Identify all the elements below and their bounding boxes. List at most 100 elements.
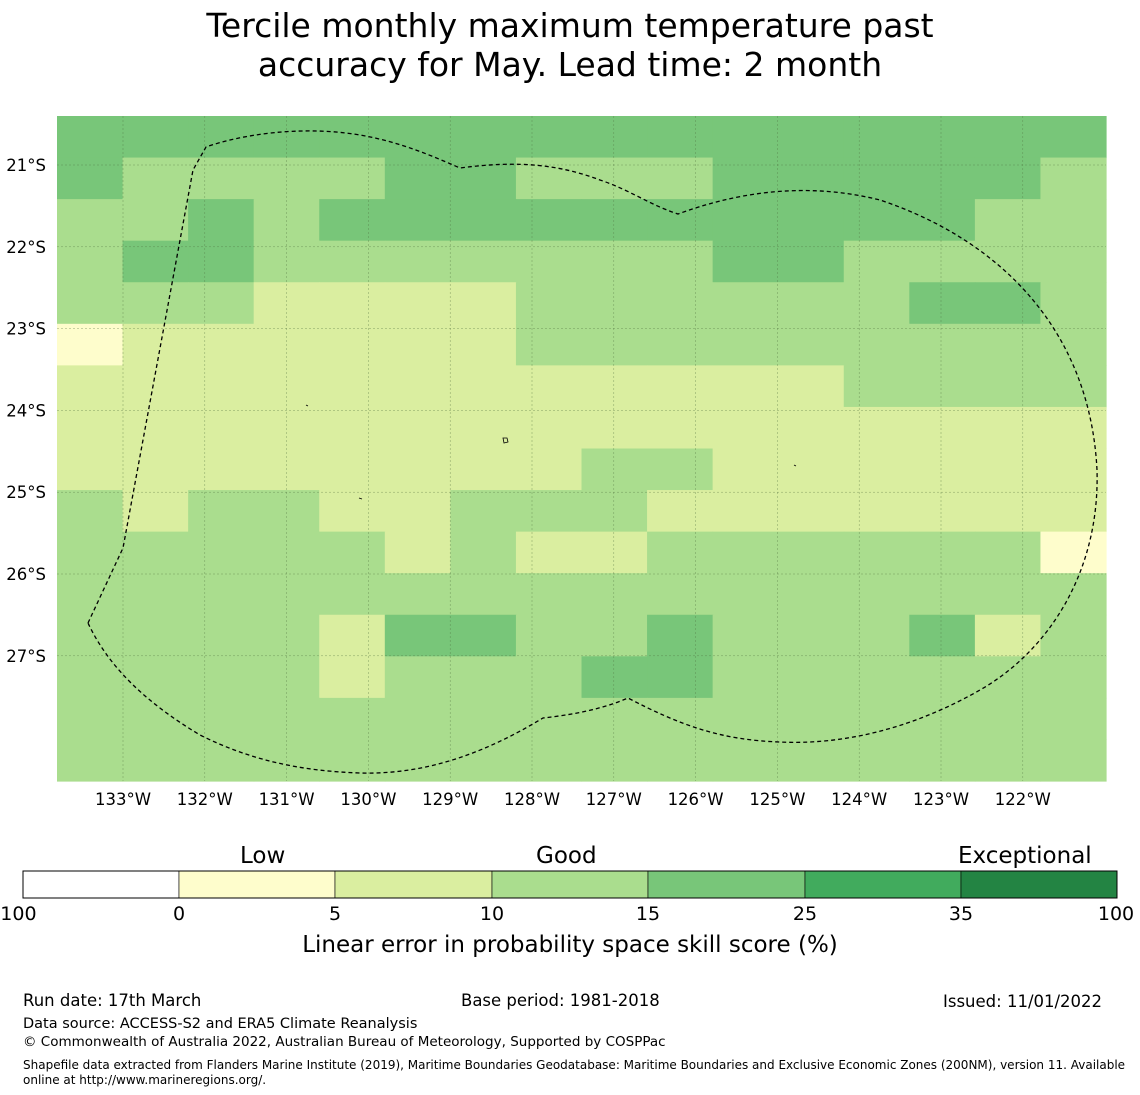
grid-cell	[1040, 697, 1107, 741]
grid-cell	[319, 656, 386, 699]
grid-cell	[843, 240, 910, 283]
grid-cell	[450, 240, 517, 283]
latitude-label: 26°S	[6, 565, 46, 584]
grid-cell	[647, 614, 714, 657]
longitude-label: 129°W	[422, 790, 478, 809]
longitude-label: 132°W	[177, 790, 233, 809]
grid-cell	[581, 157, 648, 200]
grid-cell	[712, 614, 779, 657]
grid-cell	[909, 157, 976, 200]
grid-cell	[647, 323, 714, 366]
grid-cell	[647, 365, 714, 408]
colorbar-segment	[804, 870, 962, 899]
grid-cell	[581, 697, 648, 741]
grid-cell	[515, 614, 583, 657]
shapefile-credit-line-1: Shapefile data extracted from Flanders M…	[23, 1058, 1126, 1072]
grid-cell	[974, 116, 1042, 159]
grid-cell	[1040, 323, 1107, 366]
grid-cell	[909, 656, 976, 699]
grid-cell	[909, 282, 976, 325]
grid-cell	[122, 490, 189, 533]
issued-date: Issued: 11/01/2022	[943, 992, 1103, 1011]
grid-cell	[1040, 365, 1107, 408]
grid-cell	[843, 157, 910, 200]
grid-cell	[1040, 573, 1107, 616]
longitude-label: 133°W	[95, 790, 151, 809]
grid-cell	[909, 199, 976, 242]
grid-cell	[515, 365, 583, 408]
run-date: Run date: 17th March	[23, 991, 202, 1010]
shapefile-credit: Shapefile data extracted from Flanders M…	[23, 1058, 1125, 1088]
grid-cell	[843, 323, 910, 366]
grid-cell	[581, 240, 648, 283]
grid-cell	[974, 365, 1042, 408]
data-source: Data source: ACCESS-S2 and ERA5 Climate …	[23, 1016, 418, 1032]
grid-cell	[122, 739, 189, 782]
colorbar-tick: 35	[948, 903, 974, 925]
grid-cell	[188, 614, 255, 657]
grid-cell	[122, 656, 189, 699]
grid-cell	[319, 282, 386, 325]
grid-cell	[515, 406, 583, 450]
grid-cell	[515, 116, 583, 159]
grid-cell	[57, 614, 124, 657]
colorbar-tick: 5	[328, 903, 342, 925]
grid-cell	[843, 282, 910, 325]
grid-cell	[647, 573, 714, 616]
grid-cell	[647, 240, 714, 283]
grid-cell	[122, 323, 189, 366]
grid-cell	[843, 573, 910, 616]
grid-cell	[188, 199, 255, 242]
grid-cell	[909, 406, 976, 450]
grid-cell	[319, 323, 386, 366]
latitude-labels: 21°S 22°S 23°S 24°S 25°S 26°S 27°S	[6, 156, 46, 666]
colorbar-tick: -100	[0, 903, 37, 925]
grid-cell	[319, 490, 386, 533]
grid-cell	[712, 490, 779, 533]
grid-cell	[450, 697, 517, 741]
grid-cell	[450, 739, 517, 782]
grid-cell	[843, 365, 910, 408]
grid-cell	[647, 531, 714, 574]
grid-cell	[712, 448, 779, 491]
grid-cell	[384, 614, 451, 657]
grid-cell	[450, 199, 517, 242]
category-good: Good	[536, 843, 597, 869]
grid-cell	[581, 656, 648, 699]
grid-cell	[57, 365, 124, 408]
grid-cell	[515, 448, 583, 491]
grid-cell	[515, 199, 583, 242]
grid-cell	[647, 406, 714, 450]
grid-cell	[1040, 240, 1107, 283]
latitude-label: 22°S	[6, 238, 46, 257]
grid-cell	[581, 739, 648, 782]
colorbar-segment	[178, 870, 336, 899]
eez-boundary	[87, 130, 1098, 774]
colorbar-segment	[334, 870, 493, 899]
grid-cell	[974, 531, 1042, 574]
colorbar-tick: 10	[479, 903, 505, 925]
grid-cell	[712, 739, 779, 782]
grid-cell	[122, 573, 189, 616]
title-line-1: Tercile monthly maximum temperature past	[206, 6, 934, 45]
colorbar-segment	[960, 870, 1118, 899]
grid-cell	[57, 739, 124, 782]
latitude-label: 23°S	[6, 320, 46, 339]
grid-cell	[974, 656, 1042, 699]
colorbar-tick: 15	[635, 903, 661, 925]
grid-cell	[319, 531, 386, 574]
grid-cell	[122, 614, 189, 657]
grid-cell	[319, 240, 386, 283]
colorbar	[22, 870, 1118, 899]
colorbar-tick: 25	[792, 903, 818, 925]
grid-cell	[515, 531, 583, 574]
grid-cell	[384, 406, 451, 450]
grid-cell	[57, 656, 124, 699]
grid-cell	[581, 490, 648, 533]
grid-cell	[712, 116, 779, 159]
grid-cell	[188, 531, 255, 574]
grid-cell	[909, 531, 976, 574]
grid-cell	[122, 406, 189, 450]
grid-cell	[974, 739, 1042, 782]
grid-cell	[122, 199, 189, 242]
